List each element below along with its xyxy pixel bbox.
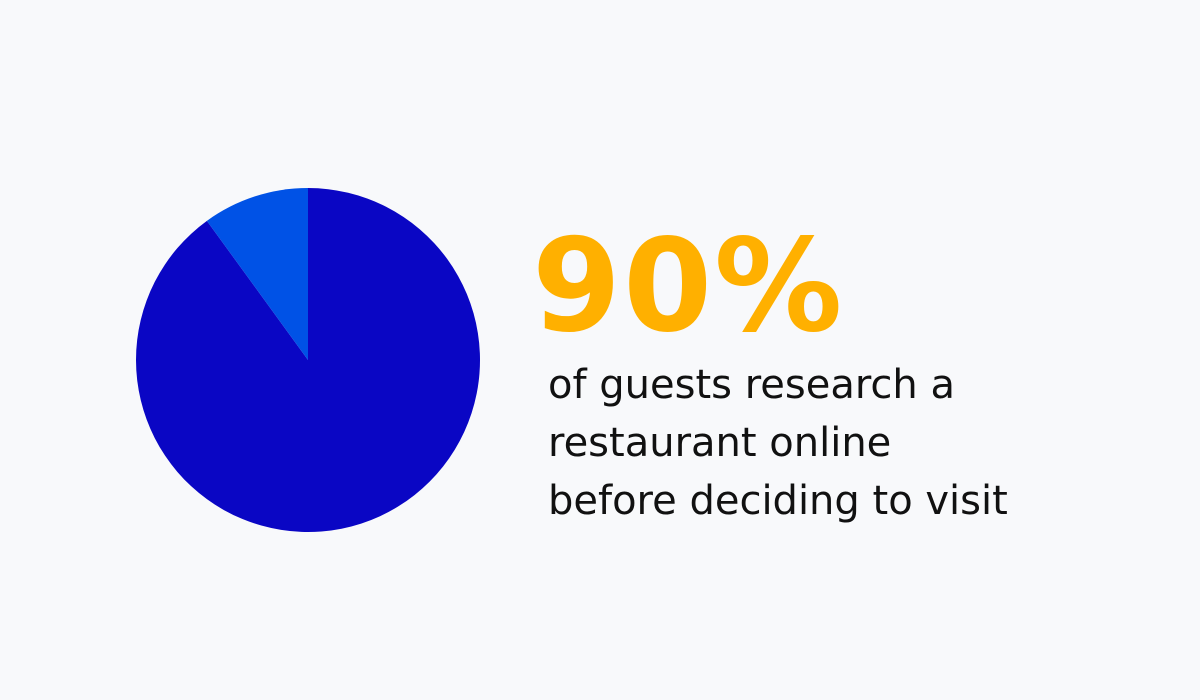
headline-stat: 90% [532, 212, 844, 361]
caption-line: restaurant online [548, 420, 891, 466]
pie-slice [135, 188, 480, 532]
caption-line: before deciding to visit [548, 478, 1008, 524]
pie-slice [206, 188, 308, 360]
caption-line: of guests research a [548, 362, 955, 408]
